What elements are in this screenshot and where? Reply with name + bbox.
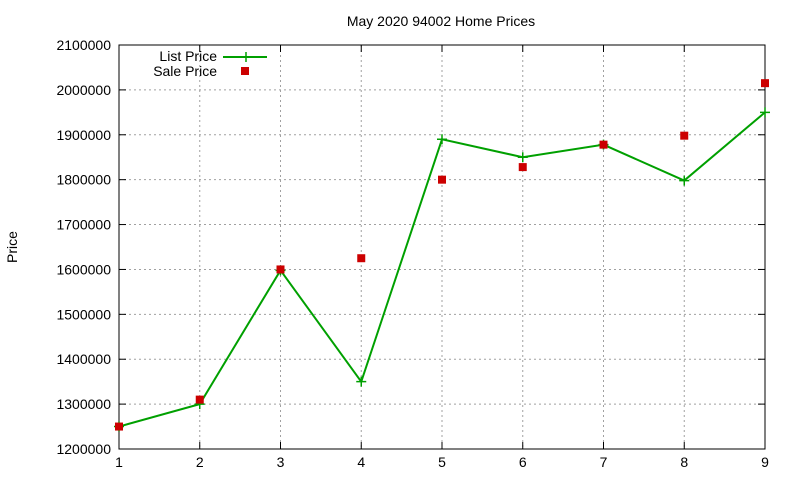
y-axis: 1200000 1300000 1400000 1500000 1600000 17000…	[56, 37, 765, 457]
point-sale-price	[357, 254, 366, 263]
x-tick-label: 9	[761, 454, 769, 470]
point-list-price	[517, 152, 528, 163]
legend-label-list-price: List Price	[159, 48, 217, 64]
point-sale-price	[761, 79, 769, 88]
y-tick-label: 1500000	[56, 306, 111, 322]
x-tick-label: 5	[438, 454, 446, 470]
x-tick-label: 8	[680, 454, 688, 470]
point-list-price	[760, 107, 770, 118]
x-tick-label: 4	[357, 454, 365, 470]
y-axis-label: Price	[4, 231, 20, 263]
legend-marker-sale-price	[241, 67, 249, 75]
x-tick-label: 2	[196, 454, 204, 470]
point-list-price	[679, 175, 690, 186]
point-sale-price	[195, 395, 204, 404]
y-tick-label: 1300000	[56, 396, 111, 412]
chart-title: May 2020 94002 Home Prices	[347, 13, 535, 29]
y-tick-label: 1400000	[56, 351, 111, 367]
point-sale-price	[518, 163, 527, 172]
y-tick-label: 1700000	[56, 217, 111, 233]
y-tick-label: 1900000	[56, 127, 111, 143]
y-tick-label: 2100000	[56, 37, 111, 53]
x-tick-label: 3	[277, 454, 285, 470]
point-sale-price	[276, 265, 285, 274]
x-tick-label: 6	[519, 454, 527, 470]
y-tick-label: 2000000	[56, 82, 111, 98]
series-layer	[114, 79, 770, 432]
point-list-price	[437, 134, 447, 145]
point-sale-price	[680, 131, 689, 140]
y-tick-label: 1600000	[56, 261, 111, 277]
point-sale-price	[599, 140, 608, 149]
x-axis: 1 2 3 4 5 6 7 8 9	[115, 45, 769, 470]
legend: List Price Sale Price	[153, 48, 267, 79]
legend-marker-list-price	[241, 52, 251, 62]
point-list-price	[356, 376, 367, 387]
legend-label-sale-price: Sale Price	[153, 63, 217, 79]
x-tick-label: 1	[115, 454, 123, 470]
point-sale-price	[115, 422, 123, 431]
grid	[119, 45, 765, 449]
x-tick-label: 7	[600, 454, 608, 470]
y-tick-label: 1800000	[56, 172, 111, 188]
point-sale-price	[438, 175, 446, 184]
y-tick-label: 1200000	[56, 441, 111, 457]
